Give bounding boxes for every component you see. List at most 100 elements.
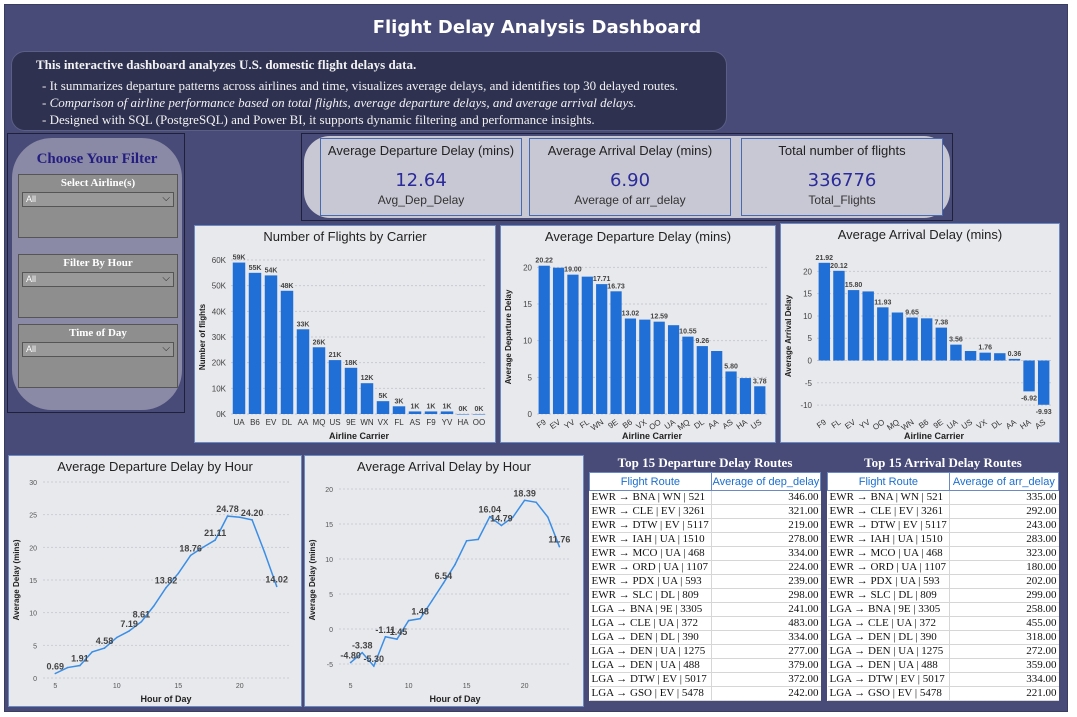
table-row[interactable]: EWR → DTW | EV | 5117 219.00 [589, 518, 821, 533]
data-label: 18.76 [179, 543, 202, 553]
table-row[interactable]: LGA → GSO | EV | 5478 242.00 [589, 686, 821, 701]
route-cell: EWR → CLE | EV | 3261 [589, 504, 712, 519]
value-cell: 346.00 [711, 490, 821, 505]
bar [552, 267, 565, 414]
route-cell: EWR → SLC | DL | 809 [589, 588, 712, 603]
x-tick-label: 9E [346, 418, 356, 427]
data-label: -1.45 [387, 627, 408, 637]
x-tick-label: EV [548, 417, 562, 431]
table-row[interactable]: EWR → PDX | UA | 593 202.00 [827, 574, 1059, 589]
data-label: -9.93 [1036, 409, 1052, 416]
table-row[interactable]: LGA → DEN | UA | 1275 272.00 [827, 644, 1059, 659]
x-axis-label: Hour of Day [429, 694, 480, 704]
bar [624, 318, 637, 414]
table-row[interactable]: EWR → IAH | UA | 1510 283.00 [827, 532, 1059, 547]
data-point [54, 672, 57, 675]
data-label: 18K [345, 360, 358, 367]
bar [312, 347, 326, 414]
data-point [512, 516, 514, 518]
data-label: 1K [411, 403, 420, 410]
table-row[interactable]: EWR → ORD | UA | 1107 180.00 [827, 560, 1059, 575]
x-tick-label: AA [706, 417, 720, 431]
x-tick-label: 20 [521, 683, 529, 690]
y-tick-label: 10K [212, 384, 227, 393]
table-row[interactable]: LGA → DTW | EV | 5017 372.00 [589, 672, 821, 687]
table-row[interactable]: LGA → DEN | DL | 390 334.00 [589, 630, 821, 645]
data-label: 54K [265, 267, 278, 274]
table-row[interactable]: LGA → DEN | UA | 488 359.00 [827, 658, 1059, 673]
value-cell: 318.00 [949, 630, 1059, 645]
y-tick-label: 10 [325, 557, 333, 564]
bar [538, 265, 550, 414]
filter-panel: Choose Your Filter Select Airline(s) All… [12, 138, 182, 410]
flights-by-carrier-chart: Number of Flights by Carrier 0K 10K 20K 30K… [194, 225, 496, 443]
data-label: 12.59 [650, 314, 668, 321]
data-point [202, 546, 204, 549]
table-row[interactable]: LGA → BNA | 9E | 3305 241.00 [589, 602, 821, 617]
value-cell: 272.00 [949, 644, 1059, 659]
dep-delay-by-hour-svg: 0 5 10 15 20 25 30 5 10 15 20 0.69 1.91 4.58 7.198.61 1… [12, 480, 289, 704]
data-point [477, 538, 479, 541]
table-row[interactable]: LGA → CLE | UA | 372 455.00 [827, 616, 1059, 631]
time-of-day-select[interactable]: All ⌵ [22, 342, 174, 357]
data-point [275, 585, 278, 588]
hour-select[interactable]: All ⌵ [22, 272, 174, 287]
data-label: 59K [233, 255, 246, 262]
table-row[interactable]: LGA → DEN | UA | 488 379.00 [589, 658, 821, 673]
time-of-day-filter: Time of Day All ⌵ [18, 324, 178, 388]
x-tick-label: HA [735, 417, 750, 431]
table-row[interactable]: EWR → CLE | EV | 3261 292.00 [827, 504, 1059, 519]
route-cell: EWR → PDX | UA | 593 [827, 574, 950, 589]
table-row[interactable]: EWR → MCO | UA | 468 334.00 [589, 546, 821, 561]
route-cell: LGA → BNA | 9E | 3305 [827, 602, 950, 617]
data-label: 9.26 [696, 338, 710, 345]
table-row[interactable]: EWR → BNA | WN | 521 335.00 [827, 490, 1059, 505]
table-row[interactable]: LGA → DTW | EV | 5017 334.00 [827, 672, 1059, 687]
airline-select[interactable]: All ⌵ [22, 192, 174, 207]
data-point [523, 499, 526, 502]
hour-filter: Filter By Hour All ⌵ [18, 254, 178, 318]
table-row[interactable]: EWR → IAH | UA | 1510 278.00 [589, 532, 821, 547]
x-tick-label: VX [975, 417, 989, 431]
table-row[interactable]: EWR → CLE | EV | 3261 321.00 [589, 504, 821, 519]
table-row[interactable]: LGA → DEN | DL | 390 318.00 [827, 630, 1059, 645]
y-axis-label: Average Departure Delay [504, 289, 513, 384]
y-tick-label: 5 [808, 334, 813, 343]
y-tick-label: 15 [803, 290, 812, 299]
bar [935, 327, 948, 361]
column-header-route[interactable]: Flight Route [589, 472, 712, 491]
y-tick-label: 20 [803, 267, 812, 276]
intro-line: - It summarizes departure patterns acros… [42, 78, 679, 93]
data-label: 1.91 [71, 654, 89, 664]
table-row[interactable]: EWR → MCO | UA | 468 323.00 [827, 546, 1059, 561]
route-cell: EWR → DTW | EV | 5117 [589, 518, 712, 533]
bar [725, 371, 737, 414]
bar [711, 351, 723, 414]
table-row[interactable]: EWR → PDX | UA | 593 239.00 [589, 574, 821, 589]
dep-routes-title: Top 15 Departure Delay Routes [617, 455, 793, 470]
intro-heading: This interactive dashboard analyzes U.S.… [36, 57, 417, 72]
table-row[interactable]: EWR → SLC | DL | 809 298.00 [589, 588, 821, 603]
data-label: 10.55 [679, 329, 697, 336]
column-header-route[interactable]: Flight Route [827, 472, 950, 491]
x-tick-label: FL [830, 417, 843, 430]
kpi-card-arr-delay: Average Arrival Delay (mins) 6.90 Averag… [529, 138, 731, 216]
table-row[interactable]: EWR → ORD | UA | 1107 224.00 [589, 560, 821, 575]
table-row[interactable]: EWR → DTW | EV | 5117 243.00 [827, 518, 1059, 533]
column-header-value[interactable]: Average of arr_delay [948, 472, 1060, 491]
value-cell: 278.00 [711, 532, 821, 547]
data-label: 14.02 [265, 574, 288, 584]
column-header-value[interactable]: Average of dep_delay [710, 472, 822, 491]
data-point [454, 563, 456, 566]
data-point [384, 635, 387, 638]
bar [296, 329, 310, 414]
table-row[interactable]: EWR → BNA | WN | 521 346.00 [589, 490, 821, 505]
table-row[interactable]: LGA → GSO | EV | 5478 221.00 [827, 686, 1059, 701]
table-row[interactable]: LGA → DEN | UA | 1275 277.00 [589, 644, 821, 659]
route-cell: LGA → DEN | UA | 488 [827, 658, 950, 673]
table-row[interactable]: LGA → CLE | UA | 372 483.00 [589, 616, 821, 631]
route-cell: EWR → MCO | UA | 468 [827, 546, 950, 561]
table-row[interactable]: EWR → SLC | DL | 809 299.00 [827, 588, 1059, 603]
table-row[interactable]: LGA → BNA | 9E | 3305 258.00 [827, 602, 1059, 617]
